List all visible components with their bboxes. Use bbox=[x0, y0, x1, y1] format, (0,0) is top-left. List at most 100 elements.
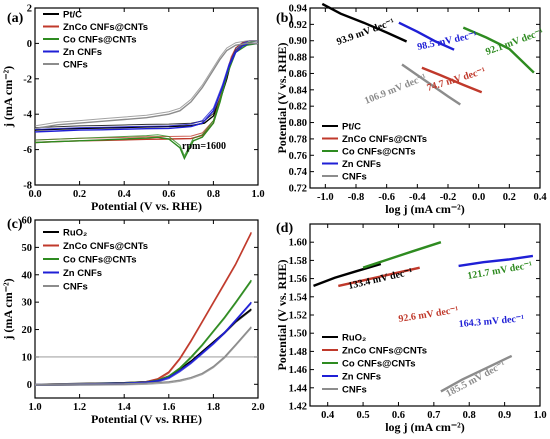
y-tick-label: 1.56 bbox=[289, 274, 307, 285]
legend-label: Zn CNFs bbox=[63, 47, 102, 58]
y-tick-label: 0.94 bbox=[289, 4, 308, 15]
series-line-return-4 bbox=[34, 303, 252, 386]
y-tick-label: 0.92 bbox=[289, 20, 307, 31]
panel-3: 1.0 1.2 1.4 1.6 1.8 2.0 0 10 20 30 40 50 60 Potential… bbox=[1, 216, 265, 427]
plot-frame bbox=[309, 7, 541, 189]
x-tick-label: 0.5 bbox=[357, 410, 370, 421]
y-tick-label: 1.46 bbox=[289, 365, 307, 376]
series-line-2 bbox=[421, 66, 483, 94]
x-axis-title: log j (mA cm⁻²) bbox=[385, 420, 465, 434]
y-tick-label: 60 bbox=[22, 216, 33, 227]
series-line-return-1 bbox=[34, 309, 252, 386]
y-tick-label: 0.84 bbox=[289, 85, 308, 96]
panel-2: -1.0 -0.8 -0.6 -0.4 -0.2 0.0 0.2 0.4 0.72 0.74 0.7… bbox=[275, 2, 547, 216]
y-tick-label: 1.44 bbox=[289, 383, 308, 394]
series-line-return-5 bbox=[34, 327, 252, 386]
legend-label: Co CNFs@CNTs bbox=[342, 359, 415, 370]
y-tick-label: 1.58 bbox=[289, 256, 307, 267]
series-line-1 bbox=[313, 262, 382, 288]
panel-label: (b) bbox=[276, 11, 293, 26]
y-tick-label: 2 bbox=[27, 4, 32, 15]
y-tick-label: 10 bbox=[22, 352, 33, 363]
series-line-return-5 bbox=[34, 40, 258, 127]
slope-annotation: 185.5 mV dec⁻¹ bbox=[444, 359, 507, 400]
x-tick-label: 1.6 bbox=[162, 402, 175, 413]
x-tick-label: -0.2 bbox=[440, 192, 457, 203]
x-tick-label: 1.0 bbox=[28, 402, 41, 413]
x-axis-title: Potential (V vs. RHE) bbox=[91, 412, 202, 426]
x-tick-label: 0.0 bbox=[28, 189, 41, 200]
slope-annotation: 106.9 mV dec⁻¹ bbox=[363, 72, 428, 107]
rpm-annotation: rpm=1600 bbox=[182, 141, 226, 152]
x-tick-label: 1.0 bbox=[533, 410, 546, 421]
x-tick-label: 0.6 bbox=[162, 189, 175, 200]
slope-annotation: 164.3 mV dec⁻¹ bbox=[458, 313, 524, 330]
y-tick-label: 1.42 bbox=[289, 402, 307, 413]
x-tick-label: 1.2 bbox=[73, 402, 86, 413]
legend-label: Pt/C bbox=[342, 122, 361, 133]
y-tick-label: 0 bbox=[27, 380, 32, 391]
series-line-3 bbox=[362, 241, 442, 269]
x-tick-label: -1.0 bbox=[317, 192, 334, 203]
x-tick-label: 0.8 bbox=[463, 410, 476, 421]
legend-label: ZnCo CNFs@CNTs bbox=[63, 22, 148, 33]
series-line-5 bbox=[34, 326, 252, 385]
y-tick-label: 40 bbox=[22, 270, 33, 281]
y-tick-label: 1.54 bbox=[289, 292, 308, 303]
legend-label: ZnCo CNFs@CNTs bbox=[342, 346, 427, 357]
y-tick-label: 0.88 bbox=[289, 53, 307, 64]
y-axis-title: j (mA cm⁻²) bbox=[1, 66, 15, 128]
x-axis-title: log j (mA cm⁻²) bbox=[385, 202, 465, 216]
x-tick-label: -0.8 bbox=[348, 192, 365, 203]
series-line-3 bbox=[462, 26, 535, 74]
x-tick-label: 0.4 bbox=[321, 410, 335, 421]
series-line-4 bbox=[34, 42, 258, 133]
x-tick-label: -0.4 bbox=[409, 192, 426, 203]
y-tick-label: 1.50 bbox=[289, 329, 307, 340]
y-tick-label: 50 bbox=[22, 243, 33, 254]
series-line-5 bbox=[34, 42, 258, 130]
x-tick-label: 1.0 bbox=[251, 189, 264, 200]
y-tick-label: 0.82 bbox=[289, 102, 307, 113]
legend-label: Co CNFs@CNTs bbox=[63, 35, 136, 46]
y-tick-label: 0.76 bbox=[289, 151, 307, 162]
legend-label: Co CNFs@CNTs bbox=[342, 147, 415, 158]
legend-label: ZnCo CNFs@CNTs bbox=[342, 134, 427, 145]
y-tick-label: 1.48 bbox=[289, 347, 307, 358]
legend-label: Zn CNFs bbox=[342, 159, 381, 170]
y-tick-label: 0.72 bbox=[289, 184, 307, 195]
series-line-2 bbox=[338, 266, 420, 288]
plot-frame bbox=[34, 219, 259, 399]
legend-label: Pt/C bbox=[63, 10, 82, 21]
x-tick-label: 0.6 bbox=[392, 410, 405, 421]
legend-label: Zn CNFs bbox=[342, 372, 381, 383]
legend-label: CNFs bbox=[63, 282, 88, 293]
legend-label: CNFs bbox=[342, 385, 367, 396]
y-tick-label: 1.52 bbox=[289, 311, 307, 322]
y-tick-label: 1.60 bbox=[289, 238, 307, 249]
y-axis-title: Potential (V vs. RHE) bbox=[275, 42, 289, 153]
y-axis-title: j (mA cm⁻²) bbox=[1, 278, 15, 340]
panel-label: (a) bbox=[7, 11, 24, 26]
panel-label: (c) bbox=[7, 217, 23, 232]
panel-1: 0.0 0.2 0.4 0.6 0.8 1.0 -8 -6 -4 -2 0 2 Potential (V… bbox=[1, 4, 265, 214]
x-tick-label: 0.4 bbox=[533, 192, 547, 203]
x-axis-title: Potential (V vs. RHE) bbox=[91, 199, 202, 213]
plot-frame bbox=[34, 7, 259, 186]
y-tick-label: 30 bbox=[22, 298, 33, 309]
y-tick-label: -6 bbox=[23, 145, 32, 156]
panel-4: 0.4 0.5 0.6 0.7 0.8 0.9 1.0 1.42 1.44 1.46 1.48 1.5… bbox=[275, 221, 547, 434]
x-tick-label: 0.9 bbox=[498, 410, 511, 421]
series-line-return-3 bbox=[34, 281, 252, 386]
series-line-1 bbox=[321, 2, 408, 43]
y-tick-label: 0.86 bbox=[289, 69, 307, 80]
legend-label: Zn CNFs bbox=[63, 268, 102, 279]
x-tick-label: 0.2 bbox=[503, 192, 516, 203]
legend-label: RuO₂ bbox=[342, 333, 366, 344]
x-tick-label: 1.4 bbox=[118, 402, 132, 413]
legend-label: CNFs bbox=[342, 172, 367, 183]
y-tick-label: 20 bbox=[22, 325, 33, 336]
y-tick-label: -4 bbox=[23, 110, 32, 121]
y-tick-label: 0.74 bbox=[289, 167, 308, 178]
